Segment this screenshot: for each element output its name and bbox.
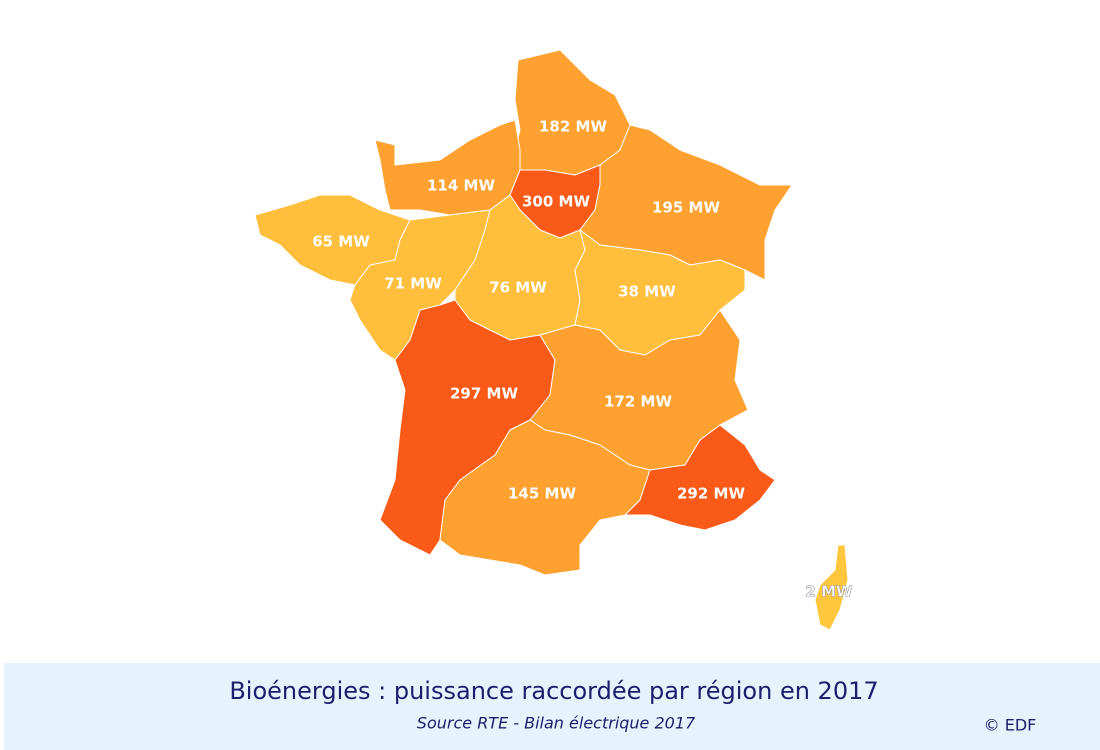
- footer-band: [4, 663, 1100, 750]
- region-value-label: 65 MW: [312, 233, 370, 251]
- region-value-label: 182 MW: [539, 118, 607, 136]
- region-value-label: 145 MW: [508, 485, 576, 503]
- region: [624, 424, 776, 531]
- region-value-label: 76 MW: [489, 279, 547, 297]
- region-value-label: 195 MW: [652, 199, 720, 217]
- region: [374, 119, 521, 216]
- region-value-label: 297 MW: [450, 385, 518, 403]
- region-value-label: 38 MW: [618, 283, 676, 301]
- map-title: Bioénergies : puissance raccordée par ré…: [229, 677, 878, 705]
- region-value-label: 300 MW: [522, 193, 590, 211]
- region-value-label: 2 MW: [805, 583, 853, 601]
- region-value-label: 71 MW: [384, 275, 442, 293]
- regions: 182 MW 114 MW 300 MW 195 MW 65 MW 71 MW 76 MW 3…: [254, 49, 853, 631]
- region: [814, 544, 849, 631]
- region-value-label: 114 MW: [427, 177, 495, 195]
- region-value-label: 292 MW: [677, 485, 745, 503]
- region: [439, 419, 651, 576]
- map-source: Source RTE - Bilan électrique 2017: [417, 714, 696, 733]
- credit: © EDF: [984, 716, 1037, 735]
- region-value-label: 172 MW: [604, 393, 672, 411]
